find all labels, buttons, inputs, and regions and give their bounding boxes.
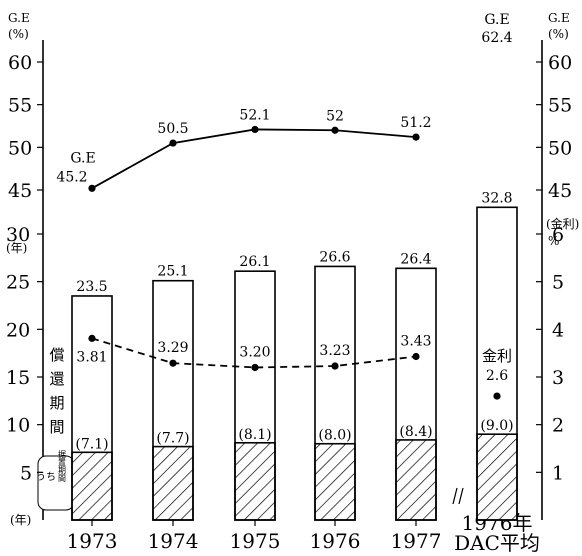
ge-point	[412, 133, 420, 141]
interest-axis-unit: %	[548, 234, 559, 248]
ge-value-label: 51.2	[400, 115, 431, 131]
interest-tick-label: 2	[552, 415, 564, 437]
ge-series-label: G.E	[70, 150, 95, 166]
ge-right-tick-label: 55	[548, 95, 572, 117]
ge-left-tick-label: 60	[8, 52, 32, 74]
grace-label: (7.7)	[156, 431, 189, 447]
ge-left-tick-label: 55	[8, 95, 32, 117]
ge-point	[251, 125, 259, 134]
grace-bar	[395, 439, 437, 521]
ge-right-tick-label: 45	[548, 180, 572, 202]
grace-bar	[152, 445, 194, 521]
legend-period-char-4: 間	[49, 418, 64, 436]
dac-ge-label: G.E	[484, 12, 509, 28]
ge-left-tick-label: 45	[8, 180, 32, 202]
ge-value-label: 50.5	[157, 121, 188, 137]
grace-bar	[71, 451, 113, 521]
interest-rate-label: 3.23	[319, 343, 350, 359]
x-tick-label: 1975	[230, 529, 281, 553]
grace-bar	[234, 441, 276, 521]
years-tick-label: 25	[6, 272, 30, 294]
interest-rate-point	[412, 352, 420, 361]
legend-period-char-1: 償	[49, 346, 64, 364]
axis-break-1	[452, 487, 458, 505]
grace-label: (8.4)	[399, 424, 432, 440]
ge-line	[91, 128, 417, 190]
ge-value-label: 52.1	[239, 107, 270, 123]
years-tick-label: 15	[6, 367, 30, 389]
ge-right-tick-label: 60	[548, 52, 572, 74]
grace-bar	[314, 442, 356, 521]
x-tick-label: 1977	[391, 529, 442, 553]
axis-break-2	[458, 487, 464, 505]
years-tick-label: 20	[6, 319, 30, 341]
interest-axis-title: (金利)	[546, 216, 579, 231]
interest-rate-point	[169, 359, 177, 367]
interest-rate-point	[88, 334, 96, 342]
ge-point	[169, 139, 177, 147]
dac-ge-value: 62.4	[481, 30, 512, 46]
interest-rate-point	[251, 363, 259, 372]
years-axis-title: (年)	[6, 241, 27, 255]
dac-grace-label: (9.0)	[480, 418, 513, 434]
dac-interest-point	[493, 392, 501, 400]
repayment-label: 23.5	[76, 279, 107, 295]
interest-rate-label: 3.43	[400, 334, 431, 350]
interest-rate-label: 3.81	[76, 349, 107, 365]
bar-layer: 23.5 (7.1) 25.1 (7.7) 26.1 (8.1) 26.6 (8.0) 26.4…	[71, 190, 518, 521]
ge-right-axis-unit: (%)	[548, 27, 569, 41]
ge-value-label: 52	[326, 108, 344, 124]
ge-right-axis-title: G.E	[548, 11, 570, 25]
years-tick-label: 30	[6, 224, 30, 246]
x-tick-label: 1974	[148, 529, 199, 553]
legend-period-char-2: 還	[49, 370, 64, 388]
ge-point	[88, 184, 96, 192]
dac-interest-label: 2.6	[486, 368, 508, 384]
x-tick-label: 1976	[310, 529, 361, 553]
dac-repayment-label: 32.8	[481, 190, 512, 206]
legend-grace-bracket	[37, 455, 75, 511]
ge-right-tick-label: 50	[548, 137, 572, 159]
grace-label: (8.0)	[318, 428, 351, 444]
interest-rate-label: 3.20	[239, 344, 270, 360]
ge-value-label: 45.2	[56, 169, 87, 185]
interest-tick-label: 1	[552, 462, 564, 484]
interest-tick-label: 6	[552, 224, 564, 246]
interest-tick-label: 3	[552, 367, 564, 389]
x-tick-label-dac-2: DAC平均	[454, 531, 540, 555]
repayment-label: 26.4	[400, 251, 431, 267]
ge-left-tick-label: 50	[8, 137, 32, 159]
legend-period-char-3: 期	[49, 394, 64, 412]
repayment-label: 25.1	[157, 264, 188, 280]
ge-left-axis-title: G.E	[8, 11, 30, 25]
x-axis-unit: (年)	[10, 513, 31, 527]
interest-rate-label: 3.29	[157, 340, 188, 356]
legend-grace-uchi: うち	[36, 471, 56, 483]
years-tick-label: 10	[6, 415, 30, 437]
repayment-label: 26.1	[239, 254, 270, 270]
grace-label: (8.1)	[238, 427, 271, 443]
grace-label: (7.1)	[75, 436, 108, 452]
x-tick-label: 1973	[67, 529, 118, 553]
dac-grace-bar	[476, 433, 518, 521]
interest-tick-label: 4	[552, 319, 564, 341]
ge-point	[331, 126, 339, 134]
repayment-label: 26.6	[319, 249, 350, 265]
dac-interest-title: 金利	[482, 347, 512, 365]
interest-rate-point	[331, 362, 339, 370]
ge-left-axis-unit: (%)	[8, 27, 29, 41]
years-tick-label: 5	[20, 462, 32, 484]
line-layer: 3.81 3.29 3.20 3.23 3.43 2.6 金利 G.E 45.2 50.5 52.1…	[56, 107, 512, 400]
interest-tick-label: 5	[552, 272, 564, 294]
legend-grace-short: 据置期間	[58, 449, 67, 483]
